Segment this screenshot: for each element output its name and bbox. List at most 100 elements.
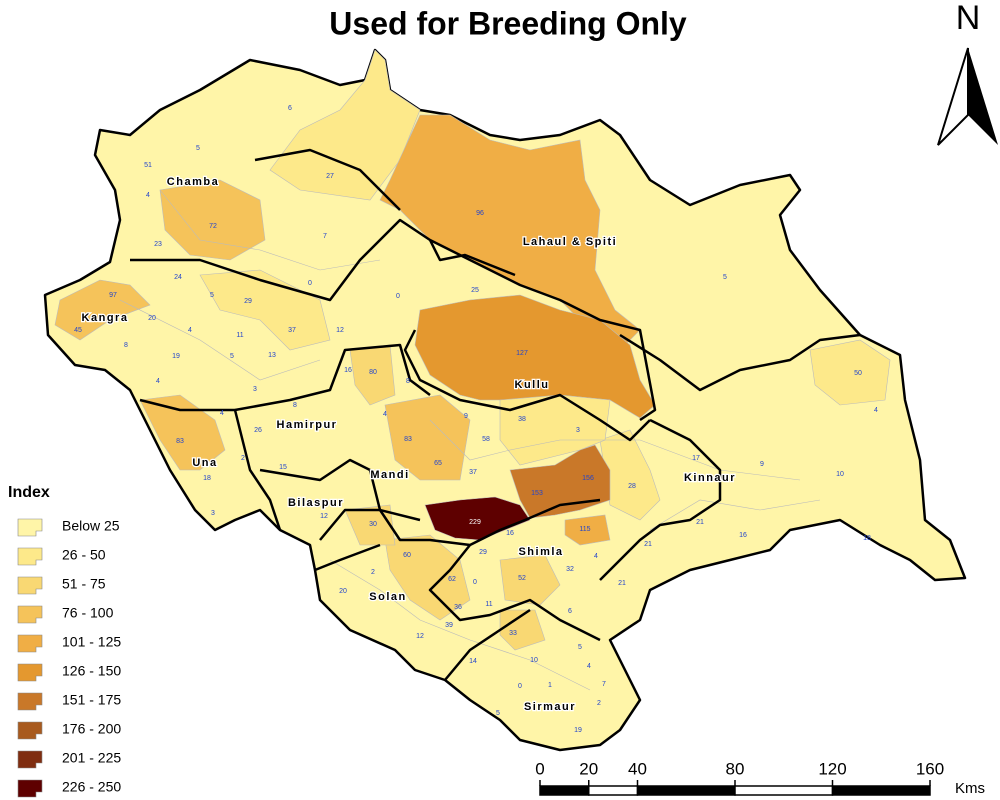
value-label: 39 [445, 622, 453, 629]
value-label: 60 [403, 552, 411, 559]
value-label: 153 [531, 490, 543, 497]
value-label: 15 [279, 464, 287, 471]
value-label: 5 [230, 353, 234, 360]
district-name: Kinnaur [684, 472, 736, 484]
block-values: 6 5 51 27 96 4 72 7 23 24 0 0 25 5 97 5 … [74, 105, 878, 734]
value-label: 32 [566, 566, 574, 573]
value-label: 4 [594, 553, 598, 560]
value-label: 16 [344, 367, 352, 374]
district-name: Kangra [82, 312, 129, 324]
value-label: 18 [863, 535, 871, 542]
value-label: 11 [236, 332, 243, 339]
value-label: 37 [469, 469, 477, 476]
scale-tick-label: 20 [579, 759, 598, 778]
value-label: 6 [568, 608, 572, 615]
value-label: 29 [244, 298, 252, 305]
value-label: 27 [326, 173, 334, 180]
legend-label: 226 - 250 [62, 779, 121, 795]
value-label: 8 [293, 402, 297, 409]
scale-tick-label: 120 [818, 759, 846, 778]
value-label: 45 [74, 327, 82, 334]
scale-bar: 0 20 40 80 120 160 [535, 759, 944, 796]
value-label: 16 [506, 530, 514, 537]
value-label: 21 [644, 541, 652, 548]
value-label: 5 [496, 710, 500, 717]
legend-swatch [17, 547, 43, 566]
value-label: 0 [473, 579, 477, 586]
value-label: 4 [188, 327, 192, 334]
value-label: 80 [369, 369, 377, 376]
value-label: 0 [308, 280, 312, 287]
scale-tick-label: 40 [628, 759, 647, 778]
value-label: 72 [209, 223, 217, 230]
legend-swatch [17, 750, 43, 769]
value-label: 25 [471, 287, 479, 294]
value-label: 127 [516, 350, 528, 357]
value-label: 3 [576, 427, 580, 434]
legend-swatch [17, 634, 43, 653]
district-boundaries [130, 148, 861, 681]
value-label: 19 [574, 727, 582, 734]
legend: Below 25 26 - 50 51 - 75 76 - 100 101 - 125 1… [17, 518, 121, 798]
value-label: 83 [404, 436, 412, 443]
value-label: 4 [383, 411, 387, 418]
value-label: 29 [479, 549, 487, 556]
district-name: Shimla [518, 546, 563, 558]
scale-segment [734, 785, 834, 796]
district-name: Lahaul & Spiti [523, 236, 617, 248]
value-label: 12 [320, 513, 328, 520]
value-label: 38 [518, 416, 526, 423]
value-label: 5 [196, 145, 200, 152]
district-name: Una [192, 457, 217, 469]
scale-tick-label: 80 [726, 759, 745, 778]
legend-swatch [17, 518, 43, 537]
value-label: 11 [485, 601, 492, 608]
value-label: 13 [268, 352, 276, 359]
value-label: 19 [172, 353, 180, 360]
value-label: 20 [148, 315, 156, 322]
value-label: 52 [518, 575, 526, 582]
value-label: 115 [579, 526, 590, 533]
legend-swatch [17, 779, 43, 798]
value-label: 62 [448, 576, 456, 583]
legend-label: 51 - 75 [62, 576, 106, 592]
value-label: 7 [323, 233, 327, 240]
legend-label: 126 - 150 [62, 663, 121, 679]
value-label: 58 [482, 436, 490, 443]
value-label: 12 [336, 327, 344, 334]
value-label: 2 [241, 455, 245, 462]
north-arrow [937, 47, 969, 146]
district-names: Chamba Lahaul & Spiti Kangra Kullu Hamir… [80, 175, 736, 715]
value-label: 4 [874, 407, 878, 414]
map-title: Used for Breeding Only [329, 5, 687, 41]
scale-segment [636, 785, 736, 796]
district-name: Mandi [370, 469, 409, 481]
value-label: 4 [156, 378, 160, 385]
value-label: 2 [371, 569, 375, 576]
district-name: Solan [369, 591, 406, 603]
value-label: 37 [288, 327, 296, 334]
value-label: 65 [434, 460, 442, 467]
legend-swatch [17, 605, 43, 624]
scale-tick-label: 160 [916, 759, 944, 778]
value-label: 51 [144, 162, 152, 169]
value-label: 36 [454, 604, 462, 611]
value-label: 21 [618, 580, 626, 587]
value-label: 5 [723, 274, 727, 281]
value-label: 23 [154, 241, 162, 248]
value-label: 16 [739, 532, 747, 539]
legend-swatch [17, 576, 43, 595]
value-label: 33 [509, 630, 517, 637]
value-label: 96 [476, 210, 484, 217]
district-name: Chamba [167, 176, 219, 188]
value-label: 5 [578, 644, 582, 651]
north-label: N [956, 0, 981, 37]
value-label: 20 [339, 588, 347, 595]
legend-title: Index [8, 484, 50, 501]
value-label: 97 [109, 292, 117, 299]
value-label: 28 [628, 483, 636, 490]
legend-label: 76 - 100 [62, 605, 114, 621]
legend-swatch [17, 663, 43, 682]
value-label: 10 [836, 471, 844, 478]
value-label: 4 [587, 663, 591, 670]
